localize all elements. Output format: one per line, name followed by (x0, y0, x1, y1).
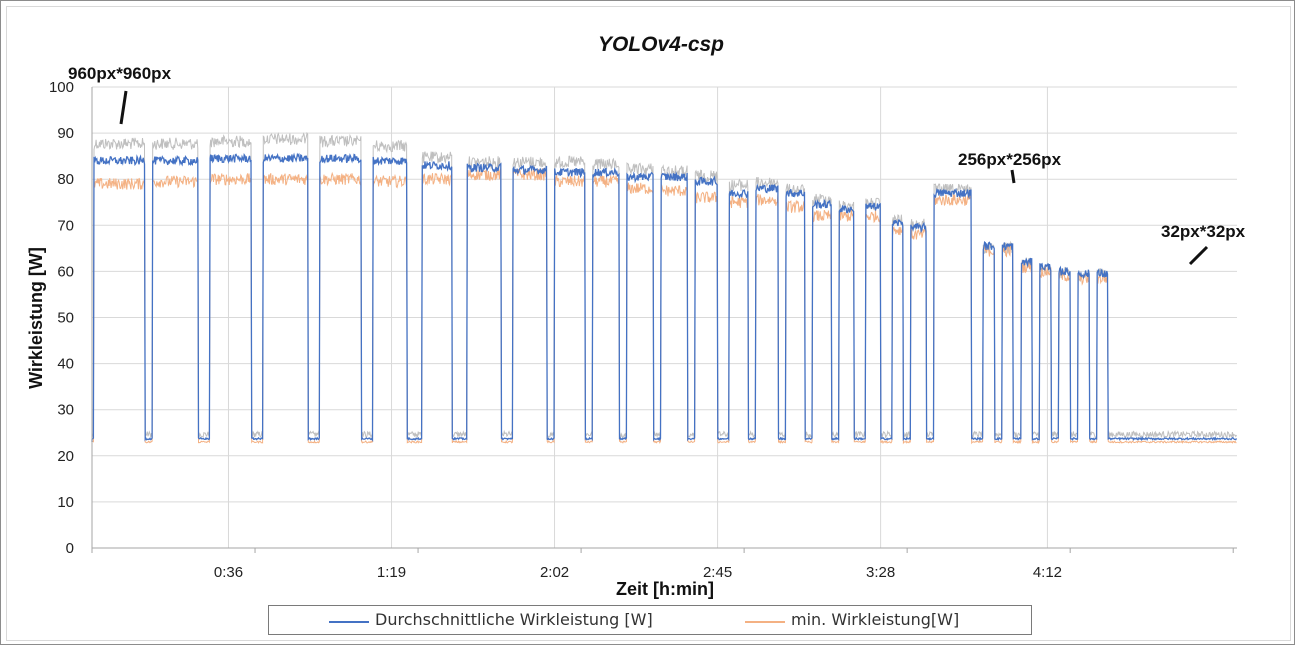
annotation-label: 256px*256px (958, 150, 1062, 169)
y-tick-label: 80 (57, 171, 74, 188)
y-axis-label: Wirkleistung [W] (26, 247, 46, 389)
x-axis-label: Zeit [h:min] (616, 579, 714, 599)
annotation-label: 32px*32px (1161, 222, 1246, 241)
legend-item-min: min. Wirkleistung[W] (745, 610, 1005, 632)
annotation-pointer (1010, 169, 1016, 184)
legend-item-average: Durchschnittliche Wirkleistung [W] (329, 610, 653, 632)
tick-labels: 0 10 20 30 40 50 60 70 80 90 100 0:36 1:19 2:02 2:45 3:… (49, 79, 1062, 581)
series-average-line (91, 152, 1238, 443)
x-tick-label: 2:45 (703, 564, 732, 581)
annotation-pointer (119, 90, 128, 125)
y-tick-label: 30 (57, 402, 74, 419)
y-tick-label: 40 (57, 356, 74, 373)
annotation-pointer (1188, 245, 1209, 266)
y-tick-label: 90 (57, 125, 74, 142)
series-min-line (91, 167, 1237, 445)
x-tick-label: 1:19 (377, 564, 406, 581)
y-tick-label: 20 (57, 448, 74, 465)
series-layer (91, 131, 1238, 445)
x-tick-label: 3:28 (866, 564, 895, 581)
x-tick-label: 0:36 (214, 564, 243, 581)
annotation-label: 960px*960px (68, 64, 172, 83)
x-tick-label: 2:02 (540, 564, 569, 581)
y-tick-label: 50 (57, 310, 74, 327)
legend-swatch-min (745, 621, 785, 623)
y-tick-label: 10 (57, 494, 74, 511)
y-tick-label: 100 (49, 79, 74, 96)
legend: Durchschnittliche Wirkleistung [W] min. … (268, 605, 1032, 635)
legend-label-min: min. Wirkleistung[W] (791, 610, 960, 629)
y-tick-label: 0 (66, 540, 74, 557)
annotations: 960px*960px 256px*256px 32px*32px (68, 64, 1246, 266)
y-tick-label: 70 (57, 217, 74, 234)
chart-title: YOLOv4-csp (598, 33, 724, 56)
x-tick-label: 4:12 (1033, 564, 1062, 581)
y-tick-label: 60 (57, 263, 74, 280)
legend-swatch-average (329, 621, 369, 623)
chart-inner-border (6, 6, 1291, 641)
legend-label-average: Durchschnittliche Wirkleistung [W] (375, 610, 653, 629)
axes (91, 87, 1237, 553)
